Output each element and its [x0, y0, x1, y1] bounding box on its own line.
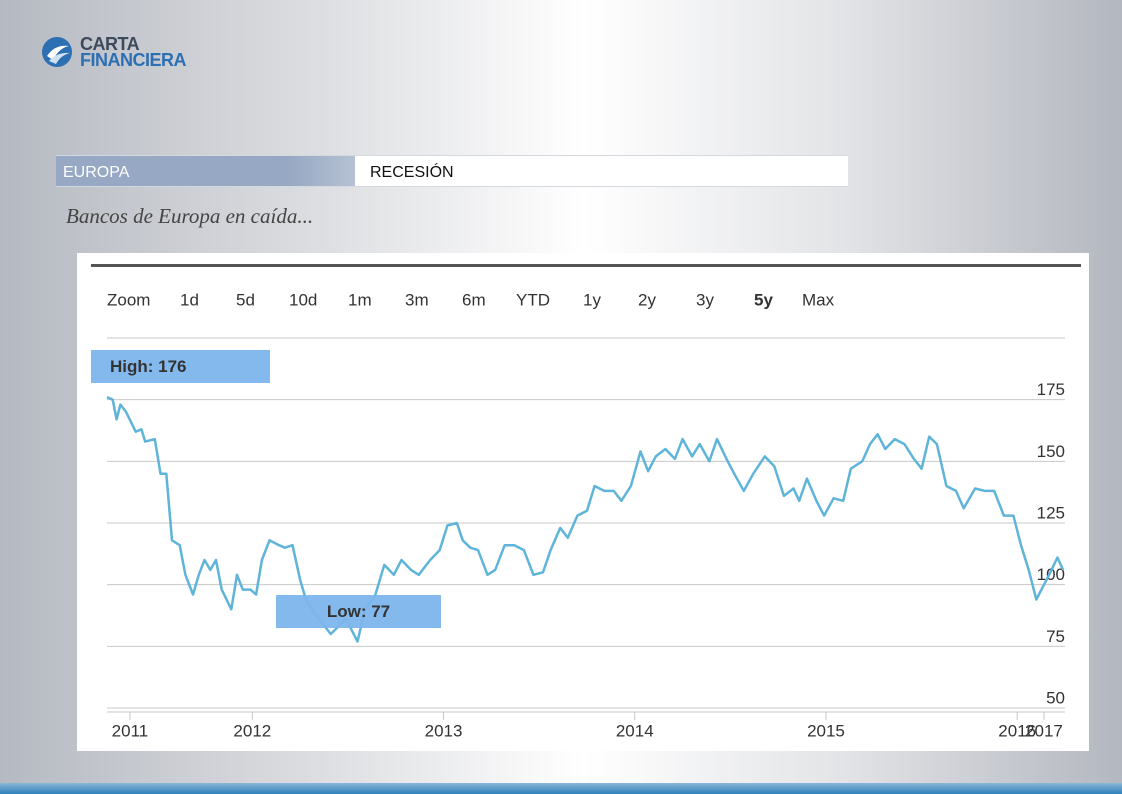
range-button[interactable]: 1y: [583, 290, 601, 309]
range-button[interactable]: 1m: [348, 290, 372, 309]
chart-panel: [77, 253, 1089, 751]
y-tick-label: 100: [1037, 565, 1065, 584]
x-tick-label: 2013: [425, 721, 463, 740]
x-tick-label: 2012: [233, 721, 271, 740]
tab[interactable]: RECESIÓN: [370, 164, 454, 181]
range-button[interactable]: 1d: [180, 290, 199, 309]
y-tick-label: 50: [1046, 688, 1065, 707]
x-tick-label: 2015: [807, 721, 845, 740]
logo-text: FINANCIERA: [80, 50, 187, 70]
range-button[interactable]: 3m: [405, 290, 429, 309]
annotation-box: [276, 595, 441, 628]
range-button[interactable]: 10d: [289, 290, 317, 309]
y-tick-label: 125: [1037, 503, 1065, 522]
x-tick-label: 2014: [616, 721, 654, 740]
y-tick-label: 75: [1046, 627, 1065, 646]
tab-bar: EUROPA RECESIÓN: [56, 155, 848, 187]
y-tick-label: 150: [1037, 442, 1065, 461]
range-button[interactable]: YTD: [516, 290, 550, 309]
x-tick-label: 2011: [112, 721, 149, 740]
tab[interactable]: EUROPA: [56, 156, 355, 186]
y-tick-label: 175: [1037, 380, 1065, 399]
range-button[interactable]: 3y: [696, 290, 714, 309]
annotation-label: High: 176: [110, 357, 187, 376]
x-tick-label: 2016: [998, 721, 1036, 740]
annotation-label: Low: 77: [327, 602, 390, 621]
logo-text: CARTA: [80, 34, 140, 54]
top-rule: [91, 264, 1081, 267]
annotation-box: [91, 350, 270, 383]
range-label: Zoom: [107, 290, 150, 309]
subtitle: Bancos de Europa en caída...: [66, 204, 314, 228]
footer-bar: [0, 783, 1122, 794]
range-button[interactable]: Max: [802, 290, 835, 309]
logo-icon: [42, 37, 72, 67]
range-button[interactable]: 5d: [236, 290, 255, 309]
x-tick-label: 2017: [1025, 721, 1063, 740]
price-line: [106, 396, 1065, 643]
range-button[interactable]: 6m: [462, 290, 486, 309]
range-button[interactable]: 2y: [638, 290, 656, 309]
range-button[interactable]: 5y: [754, 290, 773, 309]
